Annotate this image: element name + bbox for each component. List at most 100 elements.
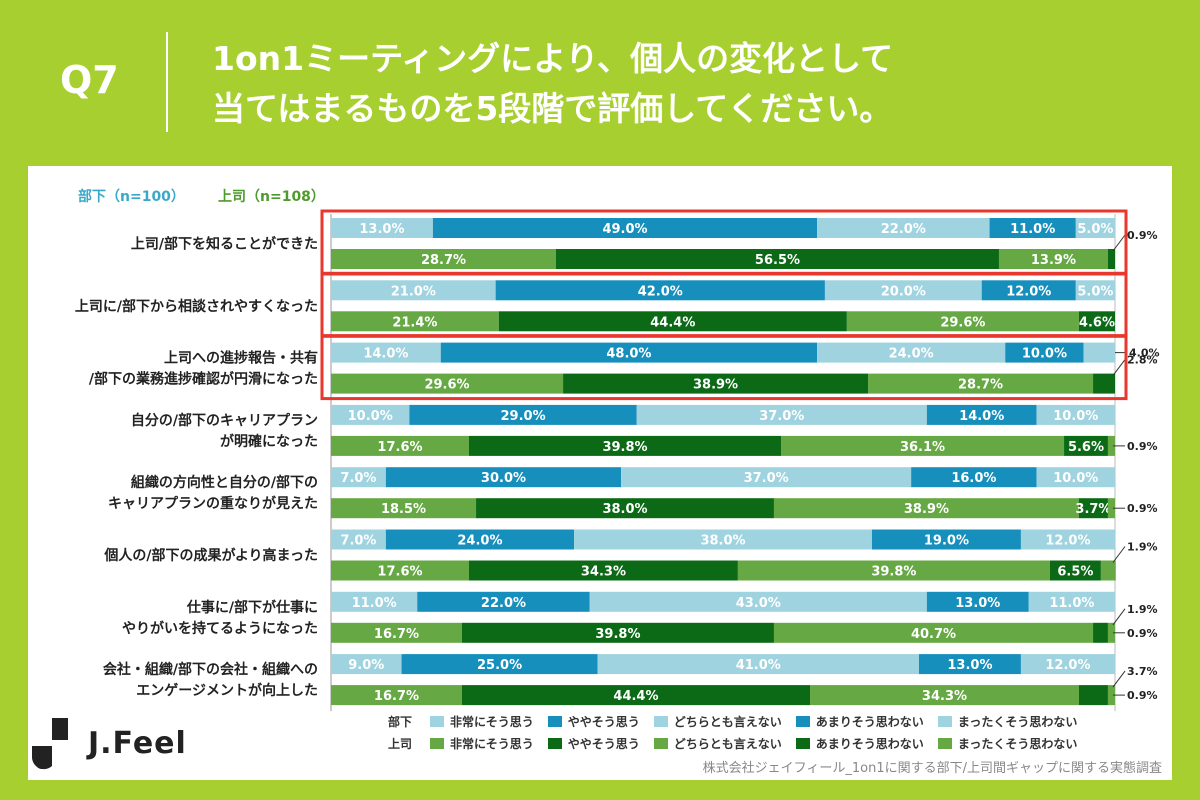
boss-bar-segment [1107, 685, 1115, 706]
boss-legend-swatch [653, 738, 668, 749]
sub-legend-label: ややそう思う [567, 715, 640, 729]
boss-bar-segment [468, 560, 738, 581]
category-label: 上司に/部下から相談されやすくなった [75, 298, 318, 315]
sub-data-label: 10.0% [1053, 409, 1098, 424]
sub-bar-segment [401, 654, 598, 675]
sub-bar-segment [1020, 529, 1115, 550]
sub-bar-segment [981, 280, 1076, 301]
boss-data-label: 5.6% [1068, 440, 1104, 455]
sub-bar-segment [911, 467, 1037, 488]
sub-bar-segment [331, 467, 386, 488]
boss-bar-segment [998, 249, 1108, 269]
boss-legend-swatch [547, 738, 562, 749]
boss-data-label: 28.7% [958, 378, 1003, 393]
legend-sub-label: 部下 [388, 715, 413, 729]
callout-label: 0.9% [1127, 440, 1158, 453]
boss-bar-segment [331, 685, 462, 706]
boss-data-label: 39.8% [602, 440, 647, 455]
boss-legend-item: あまりそう思わない [795, 735, 924, 752]
question-title: 1on1ミーティングにより、個人の変化として 当てはまるものを5段階で評価してく… [212, 34, 893, 134]
group-label-subordinate: 部下（n=100） [78, 189, 185, 205]
callout-label: 0.9% [1127, 502, 1158, 515]
title-divider [166, 32, 168, 132]
boss-legend-label: あまりそう思わない [815, 737, 924, 751]
boss-legend-swatch [937, 738, 952, 749]
boss-data-label: 36.1% [900, 440, 945, 455]
sub-data-label: 12.0% [1045, 658, 1090, 673]
boss-bar-segment [1093, 622, 1108, 643]
sub-data-label: 7.0% [340, 471, 376, 486]
sub-data-label: 12.0% [1045, 534, 1090, 549]
boss-bar-segment [868, 373, 1094, 394]
sub-data-label: 10.0% [348, 409, 393, 424]
boss-legend-item: どちらとも言えない [653, 735, 782, 752]
sub-bar-segment [597, 654, 919, 675]
sub-data-label: 29.0% [501, 409, 546, 424]
category-label: 仕事に/部下が仕事に [186, 599, 318, 616]
question-title-line1: 1on1ミーティングにより、個人の変化として [212, 39, 894, 78]
sub-data-label: 11.0% [352, 596, 397, 611]
sub-data-label: 10.0% [1053, 471, 1098, 486]
boss-bar-segment [1078, 498, 1108, 519]
boss-legend-item: ややそう思う [547, 735, 640, 752]
highlight-box [320, 334, 1128, 401]
sub-bar-segment [1020, 654, 1115, 675]
boss-data-label: 21.4% [392, 315, 437, 330]
callout-line [1112, 670, 1126, 688]
boss-bar-segment [563, 373, 869, 394]
sub-data-label: 13.0% [359, 222, 404, 237]
boss-data-label: 6.5% [1057, 565, 1093, 580]
callout-label: 1.9% [1127, 541, 1158, 554]
callout-label: 4.0% [1129, 347, 1160, 360]
boss-legend-swatch [795, 738, 810, 749]
sub-data-label: 13.0% [955, 596, 1000, 611]
brand-logo: J.Feel [30, 716, 187, 770]
boss-bar-segment [331, 622, 462, 643]
boss-data-label: 38.9% [693, 378, 738, 393]
sub-bar-segment [440, 342, 818, 363]
sub-data-label: 10.0% [1022, 347, 1067, 362]
sub-bar-segment [331, 280, 496, 301]
category-label: キャリアプランの重なりが見えた [108, 495, 318, 512]
sub-bar-segment [409, 404, 637, 425]
sub-data-label: 48.0% [606, 347, 651, 362]
sub-bar-segment [1005, 342, 1084, 363]
sub-legend-swatch [430, 716, 444, 727]
boss-data-label: 29.6% [940, 315, 985, 330]
sub-bar-segment [636, 404, 927, 425]
category-label: 上司への進捗報告・共有 [164, 350, 318, 367]
sub-legend-swatch [795, 716, 810, 727]
boss-data-label: 44.4% [650, 315, 695, 330]
sub-data-label: 30.0% [481, 471, 526, 486]
sub-legend-label: 非常にそう思う [450, 715, 534, 729]
sub-bar-segment [817, 218, 990, 238]
sub-bar-segment [824, 280, 982, 301]
sub-data-label: 5.0% [1077, 284, 1113, 299]
boss-bar-segment [1107, 622, 1115, 643]
legend-subordinate: 部下 非常にそう思う ややそう思う どちらとも言えない あまりそう思わない まったくそう… [388, 713, 1091, 730]
boss-bar-segment [1049, 560, 1101, 581]
boss-data-label: 16.7% [374, 627, 419, 642]
boss-legend-swatch [430, 738, 444, 749]
boss-bar-segment [1078, 311, 1115, 332]
boss-data-label: 17.6% [377, 440, 422, 455]
boss-bar-segment [1107, 435, 1115, 456]
sub-bar-segment [385, 529, 575, 550]
sub-data-label: 13.0% [947, 658, 992, 673]
sub-bar-segment [574, 529, 872, 550]
sub-legend-item: 非常にそう思う [430, 713, 534, 730]
sub-legend-item: ややそう思う [547, 713, 640, 730]
boss-bar-segment [331, 498, 477, 519]
sub-data-label: 7.0% [340, 534, 376, 549]
sub-data-label: 24.0% [457, 534, 502, 549]
sub-bar-segment [1075, 218, 1115, 238]
boss-legend-label: ややそう思う [567, 737, 640, 751]
boss-data-label: 39.8% [871, 565, 916, 580]
boss-bar-segment [461, 622, 774, 643]
sub-data-label: 21.0% [391, 284, 436, 299]
boss-bar-segment [331, 311, 499, 332]
boss-bar-segment [781, 435, 1065, 456]
boss-bar-segment [331, 560, 469, 581]
boss-legend-item: 非常にそう思う [430, 735, 534, 752]
